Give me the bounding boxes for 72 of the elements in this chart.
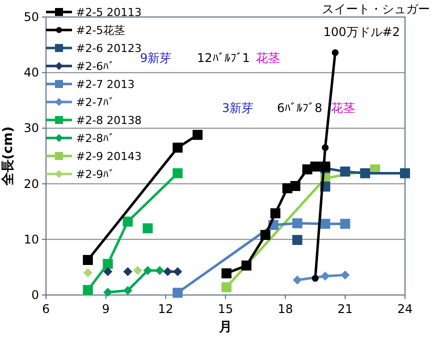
point bbox=[292, 218, 302, 228]
annotation: 花茎 bbox=[331, 101, 355, 115]
x-tick-label: 9 bbox=[102, 302, 110, 316]
legend-label: #2-6ﾊﾞ bbox=[76, 60, 116, 73]
legend-label: #2-5 20113 bbox=[76, 6, 142, 19]
point bbox=[340, 270, 350, 280]
point bbox=[123, 267, 132, 276]
annotation: 花茎 bbox=[256, 51, 280, 65]
point bbox=[142, 223, 153, 234]
legend-label: #2-9 20143 bbox=[76, 150, 142, 163]
point bbox=[241, 260, 252, 271]
point bbox=[221, 282, 232, 292]
y-tick-label: 30 bbox=[24, 121, 39, 136]
x-axis-title: 月 bbox=[218, 320, 232, 335]
annotation: 12ﾊﾞﾙﾌﾞ1 bbox=[197, 51, 250, 65]
point bbox=[340, 166, 350, 177]
x-tick-label: 6 bbox=[42, 302, 50, 316]
point bbox=[400, 168, 410, 178]
point bbox=[143, 266, 152, 276]
point bbox=[312, 274, 319, 282]
point bbox=[83, 268, 92, 278]
x-tick-label: 21 bbox=[338, 302, 353, 316]
legend-label: #2-6 20123 bbox=[76, 42, 142, 55]
point bbox=[173, 267, 182, 276]
x-tick-label: 12 bbox=[158, 302, 174, 316]
point bbox=[221, 268, 232, 278]
text: 100万ドル#2 bbox=[323, 25, 400, 39]
point bbox=[360, 168, 370, 178]
annotation: 3新芽 bbox=[222, 101, 254, 115]
x-tick-label: 15 bbox=[218, 302, 234, 316]
legend-label: #2-5花茎 bbox=[76, 24, 126, 37]
point bbox=[292, 275, 302, 284]
point bbox=[260, 230, 270, 240]
y-tick-label: 50 bbox=[24, 10, 39, 24]
point bbox=[172, 288, 183, 298]
point bbox=[192, 130, 203, 140]
y-axis-title: 全長(cm) bbox=[1, 126, 16, 187]
y-tick-label: 10 bbox=[24, 232, 39, 246]
point bbox=[82, 254, 93, 265]
point bbox=[290, 181, 300, 192]
x-tick-label: 24 bbox=[397, 302, 413, 316]
point bbox=[332, 49, 339, 56]
point bbox=[155, 266, 164, 276]
point bbox=[310, 162, 320, 172]
point bbox=[172, 142, 183, 153]
legend-label: #2-8ﾊﾞ bbox=[76, 132, 116, 145]
legend-label: #2-7ﾊﾞ bbox=[76, 96, 116, 109]
point bbox=[133, 266, 142, 276]
point bbox=[103, 267, 112, 276]
point bbox=[340, 218, 350, 229]
y-tick-label: 40 bbox=[24, 66, 39, 80]
point bbox=[123, 286, 132, 296]
point bbox=[292, 234, 302, 245]
legend-label: #2-8 20138 bbox=[76, 114, 142, 127]
y-tick-label: 0 bbox=[31, 288, 39, 302]
x-tick-label: 18 bbox=[278, 302, 293, 316]
point bbox=[163, 267, 172, 276]
legend-label: #2-7 2013 bbox=[76, 78, 135, 91]
point bbox=[103, 288, 112, 297]
point bbox=[320, 218, 330, 229]
point bbox=[320, 272, 330, 281]
chart-title: スイート・シュガー bbox=[322, 2, 430, 16]
point bbox=[82, 284, 93, 295]
annotation: 6ﾊﾞﾙﾌﾞ8 bbox=[277, 101, 322, 115]
annotation: 9新芽 bbox=[140, 51, 172, 65]
point bbox=[270, 208, 280, 218]
point bbox=[102, 258, 113, 269]
point bbox=[322, 144, 329, 152]
point bbox=[172, 168, 183, 178]
legend-label: #2-9ﾊﾞ bbox=[76, 168, 116, 181]
point bbox=[122, 216, 133, 227]
y-tick-label: 20 bbox=[24, 176, 39, 191]
